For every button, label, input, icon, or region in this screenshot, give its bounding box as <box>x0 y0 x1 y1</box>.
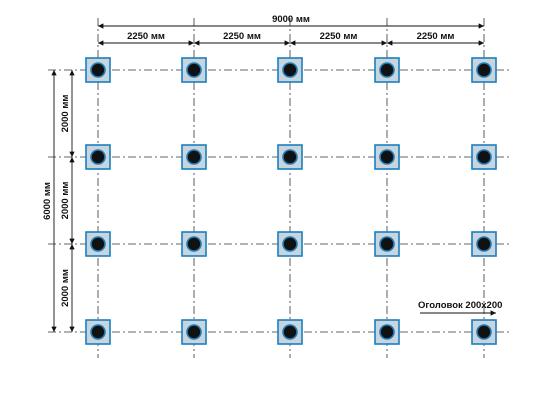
pile <box>476 149 492 165</box>
pile-cap <box>85 319 111 345</box>
pile <box>476 236 492 252</box>
total-width: 9000 мм <box>272 14 310 25</box>
pile <box>90 149 106 165</box>
span-y: 2000 мм <box>60 95 71 133</box>
pile <box>186 324 202 340</box>
pile <box>476 62 492 78</box>
span-y: 2000 мм <box>60 182 71 220</box>
pile <box>379 324 395 340</box>
pile <box>186 149 202 165</box>
piles <box>85 57 497 345</box>
pile <box>282 236 298 252</box>
pile <box>90 236 106 252</box>
pile-cap <box>277 57 303 83</box>
pile <box>379 236 395 252</box>
pile <box>379 149 395 165</box>
pile <box>282 62 298 78</box>
pile <box>186 236 202 252</box>
pile <box>90 62 106 78</box>
pile-cap <box>85 57 111 83</box>
span-x: 2250 мм <box>320 31 358 42</box>
pile <box>282 324 298 340</box>
pile <box>476 324 492 340</box>
total-height: 6000 мм <box>42 182 53 220</box>
pile-cap <box>374 144 400 170</box>
span-x: 2250 мм <box>127 31 165 42</box>
span-x: 2250 мм <box>223 31 261 42</box>
pile <box>90 324 106 340</box>
annotation: Оголовок 200х200 <box>418 300 502 311</box>
pile <box>379 62 395 78</box>
dimensions: 9000 мм 6000 мм Оголовок 200х200 2250 мм… <box>42 14 502 332</box>
pile <box>186 62 202 78</box>
pile <box>282 149 298 165</box>
span-x: 2250 мм <box>417 31 455 42</box>
span-y: 2000 мм <box>60 269 71 307</box>
